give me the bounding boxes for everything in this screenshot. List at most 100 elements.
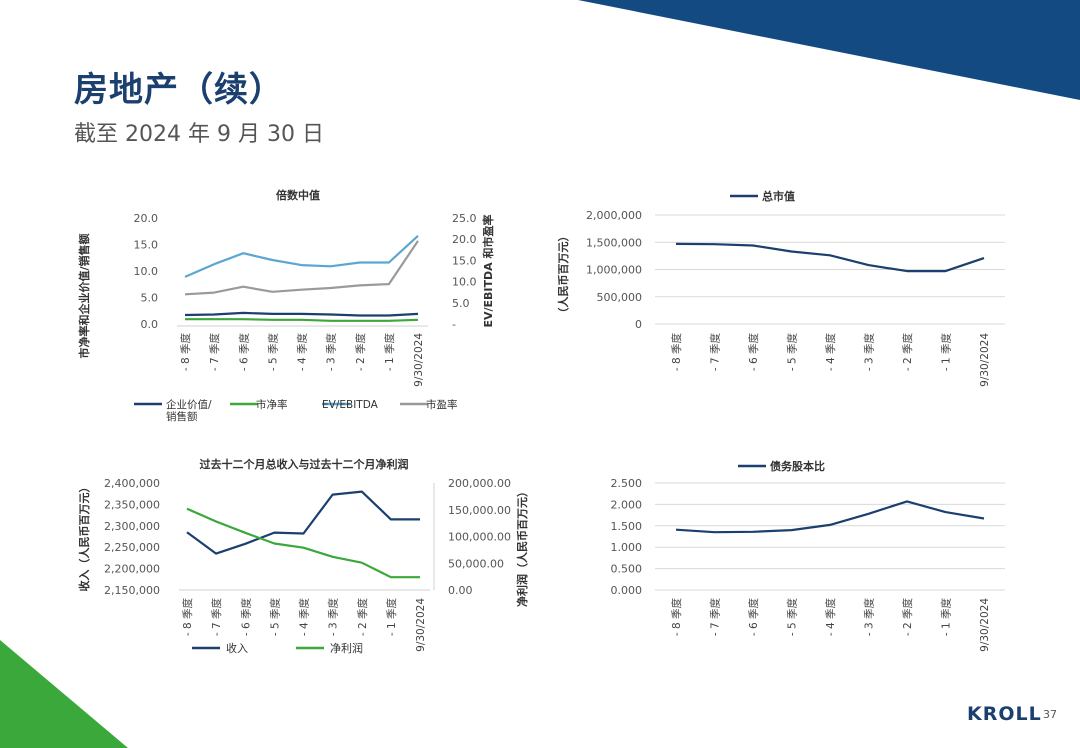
- y-tick-label: 2,200,000: [104, 563, 160, 576]
- series-line-收入: [186, 490, 420, 555]
- series-line-市净率: [185, 318, 419, 322]
- y-tick-label: 20.0: [134, 212, 159, 225]
- y-tick-label: 0.500: [611, 563, 643, 576]
- chart-title: 债务股本比: [770, 459, 825, 473]
- chart-title: 倍数中值: [276, 188, 320, 202]
- x-tick-label: 9/30/2024: [979, 333, 991, 387]
- legend-label: 企业价值/: [166, 398, 212, 411]
- y-tick-label: 2,150,000: [104, 584, 160, 597]
- x-tick-label: 9/30/2024: [415, 598, 427, 652]
- x-tick-label: - 1 季度: [940, 333, 953, 372]
- x-tick-label: - 3 季度: [863, 598, 876, 637]
- x-tick-label: - 2 季度: [354, 333, 367, 372]
- legend-label-2: 销售额: [166, 410, 198, 423]
- x-tick-label: - 8 季度: [179, 333, 192, 372]
- y-tick-label: 2.000: [611, 498, 643, 511]
- x-tick-label: - 2 季度: [901, 598, 914, 637]
- x-tick-label: - 3 季度: [325, 333, 338, 372]
- series-line-债务股本比: [675, 500, 985, 534]
- y-tick-label: 2,250,000: [104, 541, 160, 554]
- y2-axis-label: 净利润（人民币百万元）: [515, 486, 529, 607]
- x-tick-label: - 4 季度: [824, 598, 837, 637]
- y2-tick-label: 15.0: [452, 254, 477, 267]
- series-line-总市值: [675, 242, 985, 273]
- legend-label: 市净率: [256, 398, 288, 411]
- y2-tick-label: 150,000.00: [448, 504, 511, 517]
- x-tick-label: - 7 季度: [709, 598, 722, 637]
- x-tick-label: - 2 季度: [901, 333, 914, 372]
- x-tick-label: - 1 季度: [385, 598, 398, 637]
- y-tick-label: 1,500,000: [586, 236, 642, 249]
- y2-tick-label: 200,000.00: [448, 477, 511, 490]
- y-axis-label: （人民币百万元）: [556, 231, 570, 319]
- legend-label: 净利润: [330, 641, 363, 655]
- y-tick-label: 1.500: [611, 520, 643, 533]
- y-tick-label: 0.0: [141, 318, 159, 331]
- x-tick-label: - 7 季度: [709, 333, 722, 372]
- series-line-净利润: [186, 507, 420, 579]
- series-line-EV/EBITDA: [184, 234, 419, 278]
- bottom-left-triangle: [0, 640, 128, 748]
- y2-tick-label: 25.0: [452, 212, 477, 225]
- y2-axis-label: EV/EBITDA 和市盈率: [481, 214, 495, 327]
- y-tick-label: 10.0: [134, 265, 159, 278]
- y2-tick-label: 5.0: [452, 297, 470, 310]
- series-line-企业价值/销售额: [184, 311, 419, 317]
- y-tick-label: 500,000: [597, 291, 643, 304]
- y-tick-label: 2,400,000: [104, 477, 160, 490]
- page-title: 房地产（续）: [74, 70, 284, 110]
- x-tick-label: - 1 季度: [940, 598, 953, 637]
- legend-label: 市盈率: [426, 398, 458, 411]
- x-tick-label: - 3 季度: [327, 598, 340, 637]
- multiples-chart: 倍数中值 - 8 季度 - 7 季度 - 6 季度 - 5 季度 - 4 季度 - 3 季度…: [77, 188, 495, 423]
- revenue-profit-chart: 过去十二个月总收入与过去十二个月净利润 - 8 季度 - 7 季度 - 6 季度 - 5…: [77, 457, 529, 655]
- y2-tick-label: -: [452, 318, 456, 331]
- x-tick-label: 9/30/2024: [979, 598, 991, 652]
- x-tick-label: - 6 季度: [237, 333, 250, 372]
- y2-tick-label: 0.00: [448, 584, 473, 597]
- y-tick-label: 1.000: [611, 541, 643, 554]
- x-tick-label: - 5 季度: [268, 598, 281, 637]
- y-tick-label: 1,000,000: [586, 264, 642, 277]
- y-tick-label: 0.000: [611, 584, 643, 597]
- legend-label: EV/EBITDA: [322, 399, 379, 411]
- y-tick-label: 2,000,000: [586, 209, 642, 222]
- y-tick-label: 15.0: [134, 239, 159, 252]
- chart-title: 总市值: [762, 189, 795, 203]
- y-tick-label: 5.0: [141, 292, 159, 305]
- x-tick-label: - 6 季度: [747, 333, 760, 372]
- x-tick-label: - 5 季度: [266, 333, 279, 372]
- x-tick-label: - 8 季度: [670, 333, 683, 372]
- x-tick-label: - 5 季度: [786, 598, 799, 637]
- series-line-市盈率: [184, 240, 419, 296]
- chart-title: 过去十二个月总收入与过去十二个月净利润: [200, 457, 409, 471]
- x-tick-label: - 6 季度: [747, 598, 760, 637]
- page-subtitle: 截至 2024 年 9 月 30 日: [74, 122, 324, 147]
- y-tick-label: 0: [635, 318, 642, 331]
- y-tick-label: 2,350,000: [104, 498, 160, 511]
- market-cap-chart: 2,000,000 1,500,000 1,000,000 500,000 0 总市值 - …: [556, 189, 1005, 387]
- top-right-banner: [578, 0, 1080, 100]
- x-tick-label: - 7 季度: [208, 333, 221, 372]
- y-tick-label: 2.500: [611, 477, 643, 490]
- page-number: 37: [1043, 708, 1057, 721]
- x-tick-label: - 5 季度: [786, 333, 799, 372]
- x-tick-label: 9/30/2024: [413, 333, 425, 387]
- y-tick-label: 2,300,000: [104, 520, 160, 533]
- kroll-logo: KROLL: [967, 703, 1042, 725]
- x-tick-label: - 4 季度: [824, 333, 837, 372]
- y-axis-label: 市净率和企业价值/销售额: [77, 233, 91, 358]
- x-tick-label: - 6 季度: [239, 598, 252, 637]
- x-tick-label: - 4 季度: [298, 598, 311, 637]
- x-tick-label: - 2 季度: [356, 598, 369, 637]
- x-tick-label: - 4 季度: [296, 333, 309, 372]
- x-tick-label: - 3 季度: [863, 333, 876, 372]
- y2-tick-label: 100,000.00: [448, 531, 511, 544]
- x-tick-label: - 7 季度: [210, 598, 223, 637]
- y2-tick-label: 20.0: [452, 233, 477, 246]
- y2-tick-label: 50,000.00: [448, 557, 504, 570]
- x-tick-label: - 1 季度: [383, 333, 396, 372]
- y-axis-label: 收入（人民币百万元）: [77, 482, 91, 592]
- debt-equity-chart: 2.500 2.000 1.500 1.000 0.500 0.000 债务股本比 - 8 季…: [611, 459, 1005, 652]
- y2-tick-label: 10.0: [452, 276, 477, 289]
